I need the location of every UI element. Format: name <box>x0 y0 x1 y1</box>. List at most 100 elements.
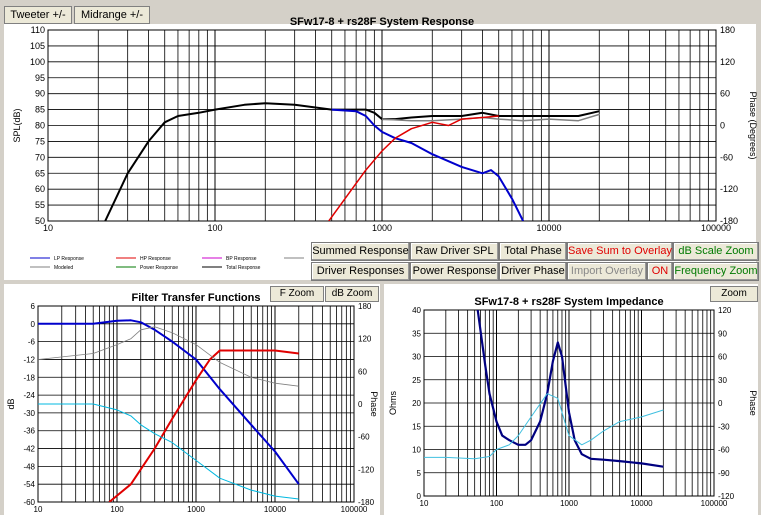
impedance-chart: 40353025201510501209060300-30-60-90-1201… <box>388 296 758 508</box>
y-tick-label: -42 <box>23 445 35 454</box>
series-line-1 <box>424 393 664 460</box>
series-line-3 <box>38 403 299 500</box>
y2-tick-label: 0 <box>718 399 723 408</box>
impedance-zoom-button[interactable]: Zoom <box>710 286 758 302</box>
x-tick-label: 10 <box>34 505 43 514</box>
y-tick-label: 60 <box>35 184 45 194</box>
y2-tick-label: 30 <box>718 376 727 385</box>
system-response-panel: 110 105 100 95 90 85 80 75 70 65 60 55 50 180 120 60 0 -6… <box>4 16 758 280</box>
y-tick-label: 55 <box>35 200 45 210</box>
save-sum-to-overlay-button[interactable]: Save Sum to Overlay <box>567 242 673 261</box>
filter-transfer-chart: 60-6-12-18-24-30-36-42-48-54-60180120600… <box>6 292 379 514</box>
x-tick-label: 1000 <box>560 499 578 508</box>
y2-tick-label: 0 <box>720 121 725 131</box>
y-tick-label: 110 <box>31 25 45 35</box>
chart-title: SFw17-8 + rs28F System Impedance <box>474 296 663 308</box>
x-tick-label: 100 <box>110 505 124 514</box>
y-tick-label: 70 <box>35 152 45 162</box>
legend-label: LP Response <box>54 256 84 262</box>
y-tick-label: 25 <box>412 376 421 385</box>
filter-db-zoom-button[interactable]: dB Zoom <box>325 286 379 302</box>
series-line-hp-response <box>328 115 499 221</box>
legend-label: Modeled <box>54 265 73 271</box>
y2-axis-label: Phase (Degrees) <box>748 91 758 159</box>
y2-tick-label: 120 <box>720 57 735 67</box>
y-tick-label: 75 <box>35 136 45 146</box>
y-tick-label: -48 <box>23 462 35 471</box>
series-line-0 <box>476 310 664 468</box>
x-tick-label: 1000 <box>372 223 392 233</box>
y2-tick-label: -90 <box>718 469 730 478</box>
y2-tick-label: -60 <box>720 152 733 162</box>
y-tick-label: -24 <box>23 391 35 400</box>
y-tick-label: 100 <box>30 57 45 67</box>
y2-tick-label: 0 <box>358 400 363 409</box>
y-tick-label: -12 <box>23 355 35 364</box>
y2-tick-label: 120 <box>718 306 732 315</box>
y-tick-label: 65 <box>35 168 45 178</box>
total-phase-button[interactable]: Total Phase <box>499 242 567 261</box>
y2-tick-label: -60 <box>358 433 370 442</box>
series-line-2 <box>38 326 299 387</box>
y2-tick-label: 180 <box>358 302 372 311</box>
tweeter-tab-button[interactable]: Tweeter +/- <box>4 6 72 24</box>
y2-tick-label: 90 <box>718 329 727 338</box>
legend-label: HP Response <box>140 256 171 262</box>
y-tick-label: 40 <box>412 306 421 315</box>
y2-tick-label: 60 <box>358 367 367 376</box>
y-tick-label: -60 <box>23 498 35 507</box>
y2-axis-label: Phase <box>748 390 758 416</box>
legend-label: Total Response <box>226 265 261 271</box>
y-tick-label: 95 <box>35 73 45 83</box>
raw-driver-spl-button[interactable]: Raw Driver SPL <box>410 242 499 261</box>
series-line-modeled <box>381 113 600 122</box>
y-tick-label: 15 <box>412 422 421 431</box>
y-tick-label: 20 <box>412 399 421 408</box>
series-line-1 <box>108 349 299 502</box>
y-tick-label: 85 <box>35 105 45 115</box>
summed-response-button[interactable]: Summed Response <box>311 242 410 261</box>
overlay-on-button[interactable]: ON <box>647 262 673 281</box>
y-tick-label: 35 <box>412 329 421 338</box>
chart-title: Filter Transfer Functions <box>132 292 261 304</box>
y-tick-label: -30 <box>23 409 35 418</box>
x-tick-label: 10000 <box>264 505 287 514</box>
y2-tick-label: -180 <box>358 498 375 507</box>
y-tick-label: -36 <box>23 427 35 436</box>
x-tick-label: 10000 <box>630 499 653 508</box>
x-tick-label: 1000 <box>187 505 205 514</box>
y-tick-label: 6 <box>31 302 36 311</box>
midrange-tab-button[interactable]: Midrange +/- <box>74 6 150 24</box>
y-tick-label: -6 <box>28 338 36 347</box>
frequency-zoom-button[interactable]: Frequency Zoom <box>673 262 759 281</box>
driver-phase-button[interactable]: Driver Phase <box>499 262 567 281</box>
impedance-panel: 40 35 30 25 20 15 10 5 0 120 90 60 30 0 -30 -60 -90 -120 1… <box>384 284 758 515</box>
x-tick-label: 10 <box>420 499 429 508</box>
y2-tick-label: 120 <box>358 335 372 344</box>
y-tick-label: 90 <box>35 89 45 99</box>
filter-f-zoom-button[interactable]: F Zoom <box>270 286 324 302</box>
import-overlay-button[interactable]: Import Overlay <box>567 262 647 281</box>
y2-tick-label: 60 <box>718 353 727 362</box>
y2-tick-label: -180 <box>720 216 738 226</box>
chart-legend: LP Response HP Response BP Response Modeled… <box>30 256 304 271</box>
system-response-chart: 110 105 100 95 90 85 80 75 70 65 60 55 50 180 120 60 0 -6… <box>12 16 758 271</box>
y-tick-label: 80 <box>35 121 45 131</box>
legend-label: Power Response <box>140 265 178 271</box>
y-tick-label: 0 <box>417 492 422 501</box>
filter-transfer-panel: 6 0 -6 -12 -18 -24 -30 -36 -42 -48 -54 -60 180 120 60 0… <box>4 284 380 515</box>
x-tick-label: 10 <box>43 223 53 233</box>
y-tick-label: 10 <box>412 446 421 455</box>
x-tick-label: 100000 <box>701 499 728 508</box>
y2-axis-label: Phase <box>369 391 379 417</box>
y2-tick-label: -120 <box>718 492 735 501</box>
db-scale-zoom-button[interactable]: dB Scale Zoom <box>673 242 759 261</box>
y-axis-label: dB <box>6 398 16 409</box>
power-response-button[interactable]: Power Response <box>410 262 499 281</box>
driver-responses-button[interactable]: Driver Responses <box>311 262 410 281</box>
y-tick-label: 50 <box>35 216 45 226</box>
y2-tick-label: -60 <box>718 446 730 455</box>
y-axis-label: Ohms <box>388 391 398 416</box>
y-axis-label: SPL(dB) <box>12 108 22 142</box>
y-tick-label: 30 <box>412 353 421 362</box>
